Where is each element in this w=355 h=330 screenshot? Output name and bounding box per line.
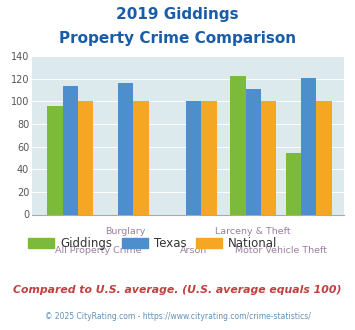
Bar (118, 83, 133, 214)
Bar (133, 101, 149, 214)
Text: All Property Crime: All Property Crime (55, 246, 141, 255)
Text: Burglary: Burglary (105, 227, 146, 236)
Text: Arson: Arson (180, 246, 207, 255)
Bar (78, 101, 93, 214)
Bar (246, 89, 261, 214)
Bar (261, 101, 276, 214)
Bar (201, 101, 217, 214)
Legend: Giddings, Texas, National: Giddings, Texas, National (24, 232, 282, 255)
Text: Property Crime Comparison: Property Crime Comparison (59, 31, 296, 46)
Bar (62, 85, 78, 214)
Bar (230, 77, 246, 215)
Text: © 2025 CityRating.com - https://www.cityrating.com/crime-statistics/: © 2025 CityRating.com - https://www.city… (45, 312, 310, 321)
Bar (316, 101, 332, 214)
Bar (47, 106, 62, 214)
Text: 2019 Giddings: 2019 Giddings (116, 7, 239, 21)
Text: Compared to U.S. average. (U.S. average equals 100): Compared to U.S. average. (U.S. average … (13, 285, 342, 295)
Text: Larceny & Theft: Larceny & Theft (215, 227, 291, 236)
Bar (286, 153, 301, 214)
Text: Motor Vehicle Theft: Motor Vehicle Theft (235, 246, 327, 255)
Bar (186, 101, 201, 214)
Bar (301, 78, 316, 214)
